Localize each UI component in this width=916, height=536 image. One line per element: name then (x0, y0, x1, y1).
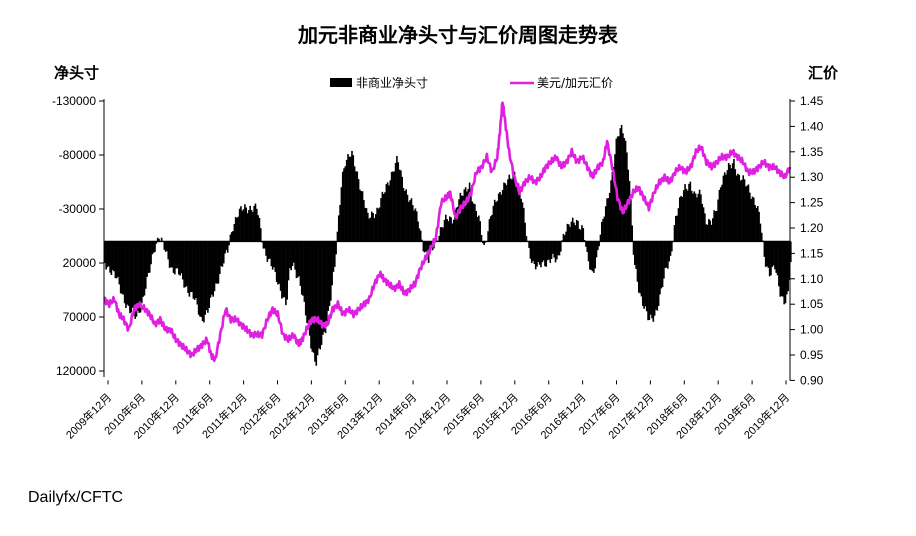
right-tick-label: 1.15 (800, 246, 824, 260)
right-tick-label: 1.05 (800, 297, 824, 311)
bar-mark (598, 241, 600, 246)
source-label: Dailyfx/CFTC (28, 489, 123, 506)
left-tick-label: 120000 (56, 364, 96, 378)
bar-mark (671, 241, 673, 251)
bar-mark (335, 241, 337, 254)
right-tick-label: 1.00 (800, 323, 824, 337)
left-tick-label: -80000 (59, 148, 97, 162)
right-tick-label: 1.30 (800, 170, 824, 184)
bar-mark (560, 241, 562, 251)
series-net-position (104, 125, 792, 366)
legend-label-position: 非商业净头寸 (356, 75, 428, 90)
axes: -130000 -80000 -30000 20000 70000 120000 1.45 1… (52, 94, 824, 442)
bar-mark (260, 228, 262, 241)
right-tick-label: 1.10 (800, 272, 824, 286)
legend-label-rate: 美元/加元汇价 (537, 76, 613, 90)
left-tick-label: 70000 (63, 310, 97, 324)
bar-mark (481, 235, 483, 241)
left-axis-title: 净头寸 (54, 64, 99, 82)
right-axis-title: 汇价 (808, 64, 839, 82)
right-tick-label: 1.35 (800, 145, 824, 159)
right-tick-label: 1.20 (800, 221, 824, 235)
left-tick-label: 20000 (63, 256, 97, 270)
left-tick-label: -130000 (52, 94, 96, 108)
bar-mark (631, 225, 633, 241)
right-tick-label: 1.40 (800, 119, 824, 133)
bar-mark (526, 236, 528, 241)
legend-swatch-bar (330, 78, 352, 87)
plot-area (104, 103, 792, 366)
right-tick-label: 0.90 (800, 373, 824, 387)
chart-legend: 非商业净头寸 美元/加元汇价 (330, 75, 613, 90)
right-tick-label: 1.25 (800, 196, 824, 210)
left-tick-label: -30000 (59, 202, 97, 216)
chart-title: 加元非商业净头寸与汇价周图走势表 (297, 23, 619, 47)
right-tick-label: 1.45 (800, 94, 824, 108)
bar-mark (582, 228, 584, 241)
bar-mark (761, 233, 763, 242)
right-tick-label: 0.95 (800, 348, 824, 362)
